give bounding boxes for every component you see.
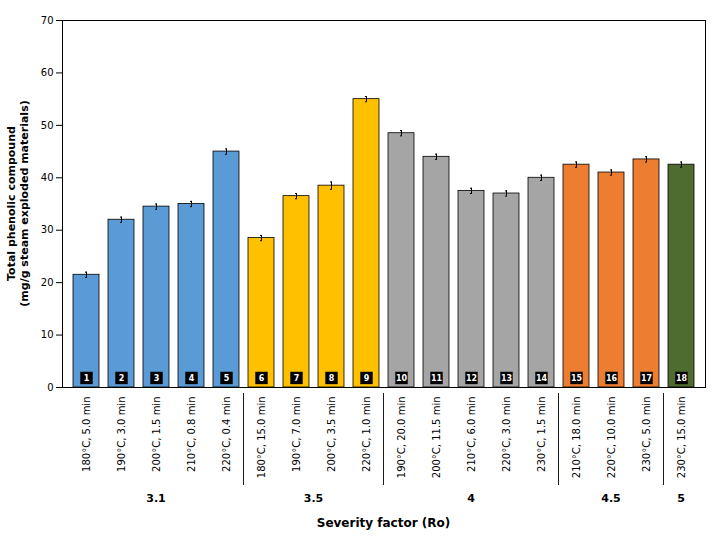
svg-text:Total phenolic compound(mg/g s: Total phenolic compound(mg/g steam explo… — [5, 100, 31, 306]
svg-text:230°C, 5.0 min: 230°C, 5.0 min — [641, 397, 652, 472]
svg-text:1: 1 — [84, 374, 90, 383]
svg-text:180°C, 15.0 min: 180°C, 15.0 min — [256, 397, 267, 479]
svg-text:200°C, 3.5 min: 200°C, 3.5 min — [326, 397, 337, 472]
svg-text:4.5: 4.5 — [601, 492, 621, 505]
svg-text:3: 3 — [154, 374, 160, 383]
svg-text:6: 6 — [259, 374, 265, 383]
svg-text:10: 10 — [41, 329, 54, 340]
svg-text:15: 15 — [571, 374, 583, 383]
svg-text:3.5: 3.5 — [304, 492, 324, 505]
svg-text:190°C, 7.0 min: 190°C, 7.0 min — [291, 397, 302, 472]
svg-text:14: 14 — [536, 374, 548, 383]
svg-text:13: 13 — [501, 374, 512, 383]
svg-text:16: 16 — [606, 374, 618, 383]
svg-text:230°C, 15.0 min: 230°C, 15.0 min — [676, 397, 687, 479]
svg-text:210°C, 0.8 min: 210°C, 0.8 min — [186, 397, 197, 472]
svg-text:220°C, 10.0 min: 220°C, 10.0 min — [606, 397, 617, 479]
svg-text:210°C, 6.0 min: 210°C, 6.0 min — [466, 397, 477, 472]
svg-text:Severity factor (Ro): Severity factor (Ro) — [317, 516, 450, 530]
svg-text:8: 8 — [329, 374, 335, 383]
svg-text:5: 5 — [224, 374, 230, 383]
svg-text:220°C, 0.4 min: 220°C, 0.4 min — [221, 397, 232, 472]
svg-text:210°C, 18.0 min: 210°C, 18.0 min — [571, 397, 582, 479]
svg-text:10: 10 — [396, 374, 408, 383]
svg-text:3.1: 3.1 — [146, 492, 166, 505]
svg-text:11: 11 — [431, 374, 443, 383]
svg-text:4: 4 — [189, 374, 195, 383]
svg-text:60: 60 — [41, 67, 54, 78]
svg-text:70: 70 — [41, 15, 54, 26]
svg-text:9: 9 — [364, 374, 370, 383]
svg-text:220°C, 1.0 min: 220°C, 1.0 min — [361, 397, 372, 472]
svg-text:5: 5 — [677, 492, 685, 505]
svg-text:30: 30 — [41, 224, 54, 235]
svg-text:220°C, 3.0 min: 220°C, 3.0 min — [501, 397, 512, 472]
svg-text:180°C, 5.0 min: 180°C, 5.0 min — [81, 397, 92, 472]
svg-text:200°C, 1.5 min: 200°C, 1.5 min — [151, 397, 162, 472]
svg-text:190°C, 20.0 min: 190°C, 20.0 min — [396, 397, 407, 479]
svg-text:0: 0 — [47, 382, 53, 393]
svg-text:7: 7 — [294, 374, 300, 383]
svg-text:4: 4 — [467, 492, 475, 505]
svg-text:20: 20 — [41, 277, 54, 288]
svg-text:50: 50 — [41, 120, 54, 131]
svg-text:12: 12 — [466, 374, 477, 383]
svg-text:40: 40 — [41, 172, 54, 183]
svg-text:17: 17 — [641, 374, 652, 383]
svg-text:18: 18 — [676, 374, 688, 383]
svg-text:230°C, 1.5 min: 230°C, 1.5 min — [536, 397, 547, 472]
svg-text:190°C, 3.0 min: 190°C, 3.0 min — [116, 397, 127, 472]
svg-text:2: 2 — [119, 374, 125, 383]
svg-text:200°C, 11.5 min: 200°C, 11.5 min — [431, 397, 442, 479]
